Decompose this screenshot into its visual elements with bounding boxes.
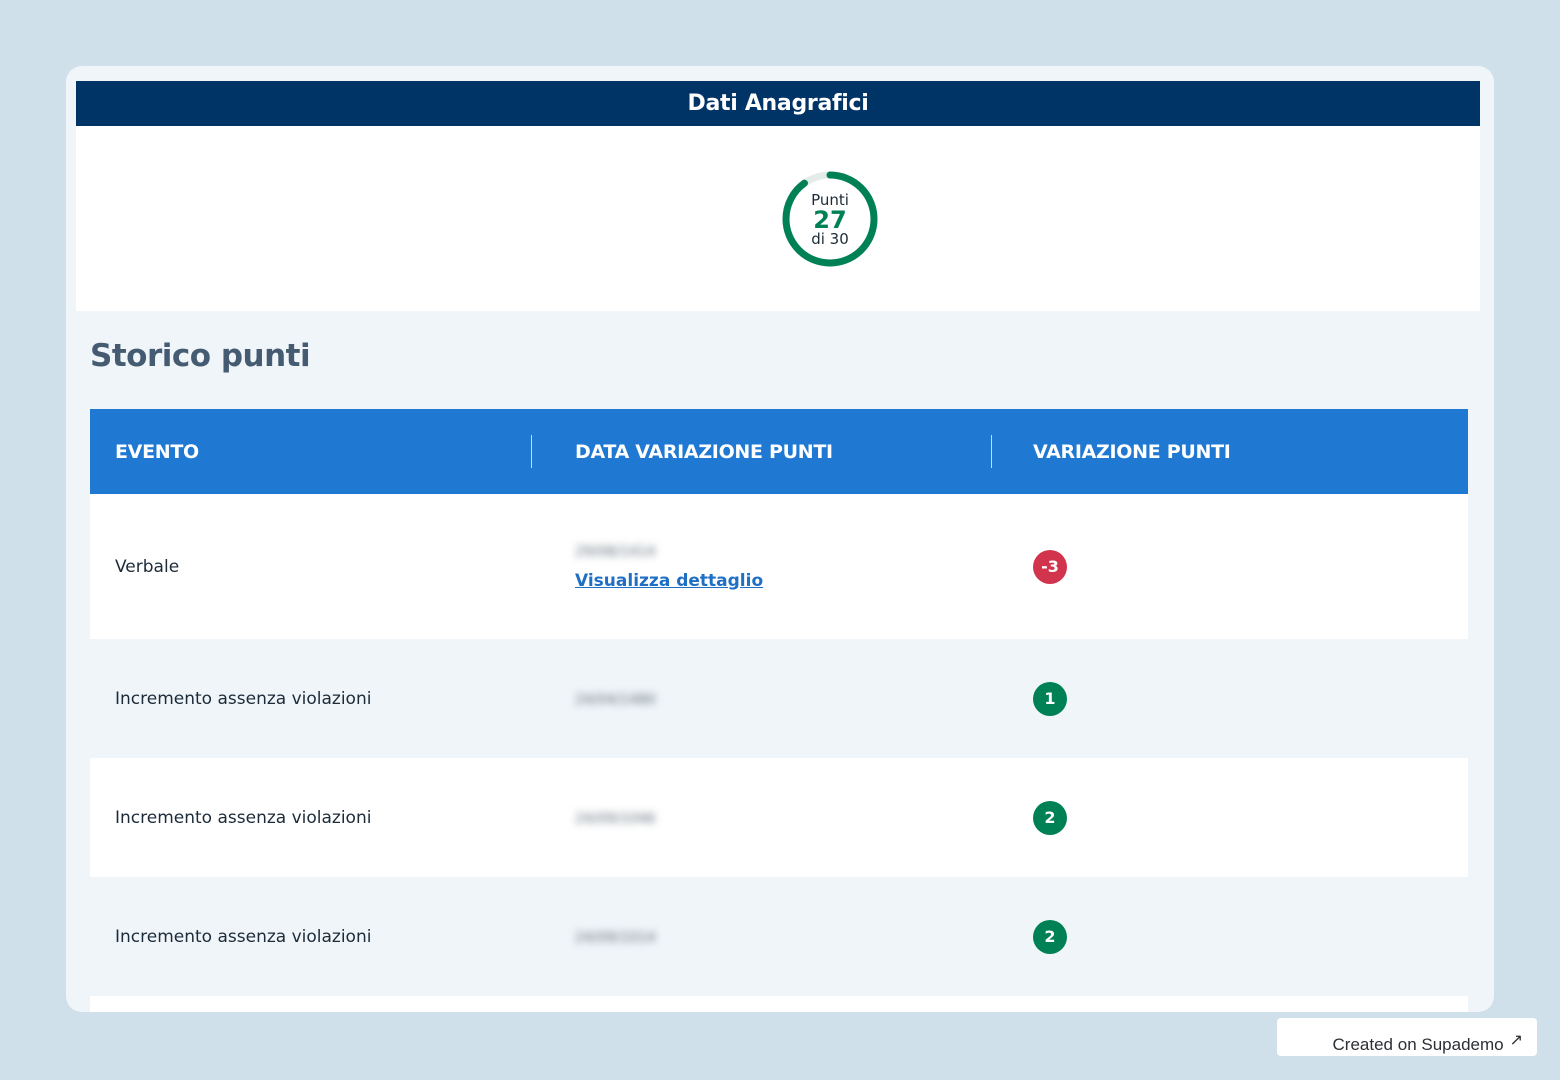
points-value: 27 <box>813 206 847 234</box>
points-change-badge: 2 <box>1033 919 1067 954</box>
view-detail-link[interactable]: Visualizza dettaglio <box>575 570 764 591</box>
event-cell: Incremento assenza violazioni <box>115 688 372 709</box>
event-cell: Incremento assenza violazioni <box>115 926 372 947</box>
date-value: 24/04/1480 <box>575 691 656 708</box>
date-value: 29/08/1414 <box>575 543 656 560</box>
points-ring: Punti 27 di 30 <box>781 170 879 268</box>
change-cell: 2 <box>991 919 1468 954</box>
points-max: di 30 <box>811 230 849 248</box>
date-value: 24/09/1014 <box>575 929 656 946</box>
section-title: Storico punti <box>90 338 311 374</box>
date-cell: 24/04/1480 <box>531 689 991 709</box>
table-row: Incremento assenza violazioni 24/09/1046… <box>90 758 1468 877</box>
points-change-badge: 2 <box>1033 800 1067 835</box>
points-ring-progress <box>782 171 878 267</box>
column-header-date: DATA VARIAZIONE PUNTI <box>531 409 991 494</box>
points-ring-text: Punti 27 di 30 <box>781 170 879 268</box>
change-cell: 1 <box>991 681 1468 716</box>
change-cell: 2 <box>991 800 1468 835</box>
points-change-badge: 1 <box>1033 681 1067 716</box>
points-panel: Punti 27 di 30 <box>76 126 1480 311</box>
supademo-badge[interactable]: Created on Supademo ↗ <box>1277 1018 1537 1056</box>
page-header: Dati Anagrafici <box>76 81 1480 126</box>
date-cell: 29/08/1414 Visualizza dettaglio <box>531 543 991 591</box>
event-cell: Incremento assenza violazioni <box>115 807 372 828</box>
points-label: Punti <box>811 191 849 209</box>
history-table: EVENTO DATA VARIAZIONE PUNTI VARIAZIONE … <box>90 409 1468 1012</box>
external-arrow-icon: ↗ <box>1509 1032 1523 1049</box>
app-frame: Dati Anagrafici Punti 27 di 30 Storico p… <box>66 66 1494 1012</box>
date-value: 24/09/1046 <box>575 810 656 827</box>
supademo-label: Created on Supademo <box>1332 1035 1504 1054</box>
event-cell: Verbale <box>115 556 180 577</box>
points-ring-graphic <box>782 171 878 267</box>
table-row-partial <box>90 996 1468 1012</box>
table-row: Incremento assenza violazioni 24/04/1480… <box>90 639 1468 758</box>
date-cell: 24/09/1014 <box>531 927 991 947</box>
date-cell: 24/09/1046 <box>531 808 991 828</box>
table-header: EVENTO DATA VARIAZIONE PUNTI VARIAZIONE … <box>90 409 1468 494</box>
page-title: Dati Anagrafici <box>687 91 869 116</box>
column-header-event: EVENTO <box>115 440 199 463</box>
table-row: Verbale 29/08/1414 Visualizza dettaglio … <box>90 494 1468 639</box>
table-row: Incremento assenza violazioni 24/09/1014… <box>90 877 1468 996</box>
points-change-badge: -3 <box>1033 549 1067 584</box>
change-cell: -3 <box>991 549 1468 584</box>
column-header-change: VARIAZIONE PUNTI <box>991 409 1468 494</box>
